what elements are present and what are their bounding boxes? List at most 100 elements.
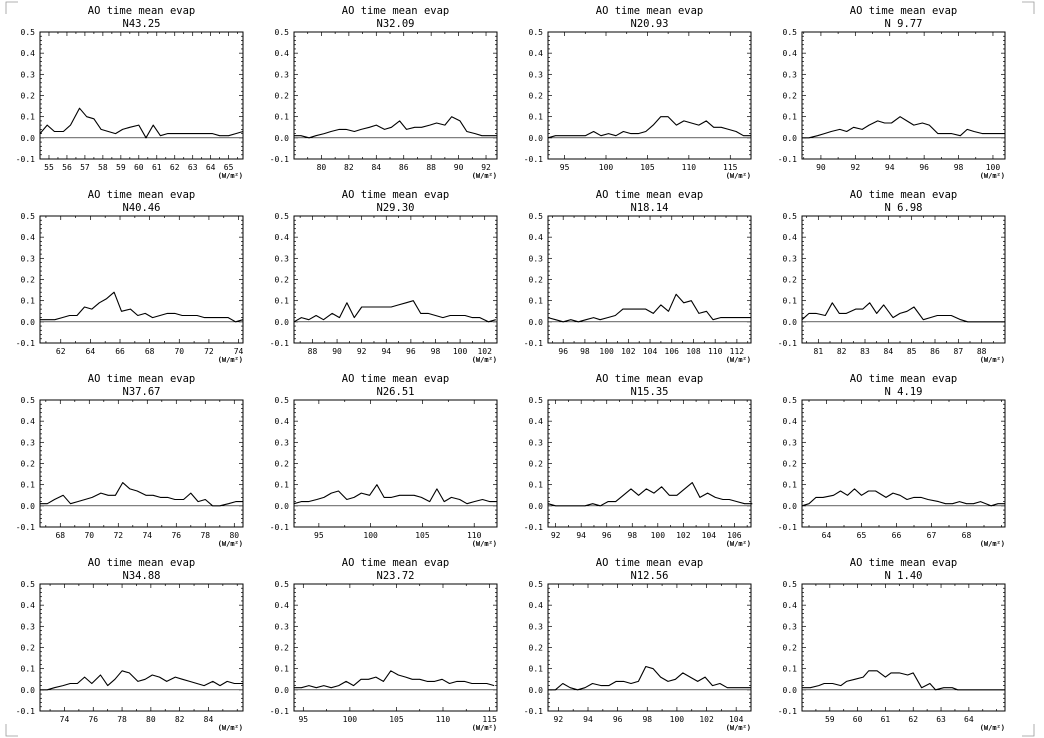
y-tick-label: 0.5 [783,212,798,221]
x-tick-label: 63 [188,163,198,172]
x-tick-label: 110 [682,163,697,172]
plot-frame [39,399,244,528]
plot-frame [293,399,498,528]
y-tick-label: 0.3 [783,254,798,263]
y-tick-label: 0.0 [529,502,544,511]
y-tick-label: -0.1 [16,339,35,348]
plot-frame [547,215,752,344]
series-line-1 [802,670,1005,691]
x-tick-label: 66 [892,531,902,540]
y-tick-label: 0.2 [529,644,544,653]
y-tick-label: 0.4 [783,601,798,610]
x-tick-label: 70 [174,347,184,356]
y-tick-label: 0.0 [783,686,798,695]
x-unit-label: (W/m²) [472,724,497,732]
panel-latitude-label: N26.51 [377,386,415,398]
x-unit-label: (W/m²) [980,724,1005,732]
series-line-1 [40,670,243,691]
x-tick-label: 65 [857,531,867,540]
x-tick-label: 61 [152,163,162,172]
x-tick-label: 85 [907,347,917,356]
x-tick-label: 92 [357,347,367,356]
plot-frame [801,399,1006,528]
y-tick-label: 0.3 [529,438,544,447]
y-tick-label: 0.2 [275,644,290,653]
series-line-1 [547,482,753,507]
y-tick-label: 0.4 [529,49,544,58]
y-tick-label: 0.1 [783,297,798,306]
x-tick-label: 84 [371,163,381,172]
x-tick-label: 86 [399,163,409,172]
x-unit-label: (W/m²) [980,356,1005,364]
plot-frame [801,583,1006,712]
x-tick-label: 108 [686,347,701,356]
panel-latitude-label: N43.25 [123,18,161,30]
x-unit-label: (W/m²) [980,172,1005,180]
y-tick-label: 0.3 [529,622,544,631]
y-tick-label: 0.0 [21,686,36,695]
y-tick-label: -0.1 [16,523,35,532]
y-tick-label: 0.4 [21,49,36,58]
panel-title: AO time mean evap [88,5,195,17]
x-tick-label: 56 [62,163,72,172]
x-tick-label: 92 [481,163,491,172]
y-tick-label: 0.4 [783,49,798,58]
x-tick-label: 68 [55,531,65,540]
panel-latitude-label: N 6.98 [885,202,923,214]
crop-mark-bottom-left [5,724,18,737]
x-tick-label: 87 [954,347,964,356]
y-tick-label: 0.1 [275,113,290,122]
y-tick-label: 0.1 [21,113,36,122]
panel-latitude-label: N40.46 [123,202,161,214]
x-tick-label: 76 [171,531,181,540]
y-tick-label: 0.1 [529,665,544,674]
plot-frame [293,31,498,160]
panel-latitude-label: N37.67 [123,386,161,398]
plot-frame [801,31,1006,160]
x-tick-label: 88 [426,163,436,172]
y-tick-label: 0.2 [21,460,36,469]
y-tick-label: -0.1 [524,155,543,164]
y-tick-label: 0.2 [783,644,798,653]
panel-latitude-label: N20.93 [631,18,669,30]
x-tick-label: 94 [885,163,895,172]
y-tick-label: 0.1 [21,297,36,306]
x-tick-label: 98 [431,347,441,356]
x-tick-label: 96 [919,163,929,172]
y-tick-label: 0.5 [275,580,290,589]
series-line-1 [801,302,1005,323]
x-tick-label: 68 [962,531,972,540]
x-tick-label: 64 [206,163,216,172]
y-tick-label: -0.1 [524,523,543,532]
panel-latitude-label: N18.14 [631,202,669,214]
x-unit-label: (W/m²) [726,724,751,732]
y-tick-label: 0.0 [275,686,290,695]
y-tick-label: -0.1 [778,339,797,348]
x-tick-label: 74 [60,715,70,724]
x-tick-label: 98 [580,347,590,356]
x-tick-label: 110 [436,715,451,724]
x-tick-label: 92 [551,531,561,540]
y-tick-label: 0.4 [275,233,290,242]
x-tick-label: 94 [576,531,586,540]
panel-title: AO time mean evap [596,189,703,201]
panel-latitude-label: N15.35 [631,386,669,398]
y-tick-label: 0.3 [783,438,798,447]
x-unit-label: (W/m²) [980,540,1005,548]
y-tick-label: 0.2 [783,276,798,285]
series-line-1 [40,291,244,323]
x-tick-label: 64 [86,347,96,356]
x-tick-label: 96 [406,347,416,356]
x-unit-label: (W/m²) [218,540,243,548]
y-tick-label: -0.1 [778,523,797,532]
panel-title: AO time mean evap [342,557,449,569]
x-tick-label: 96 [558,347,568,356]
y-tick-label: 0.0 [783,318,798,327]
y-tick-label: -0.1 [524,707,543,716]
